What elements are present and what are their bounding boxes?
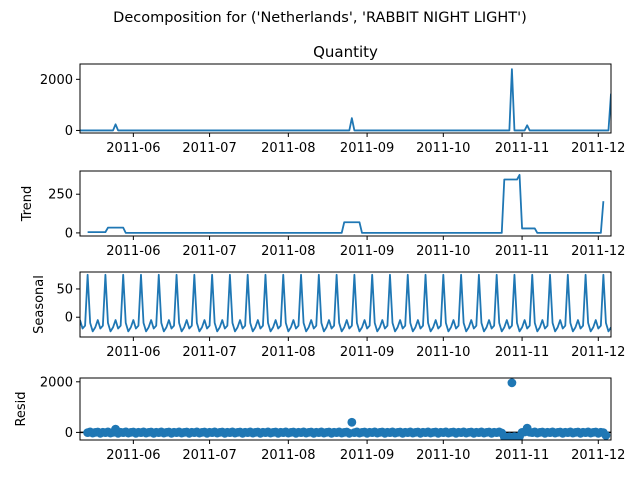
- panel-seasonal: Seasonal 0 50 2011-06 2011-07 2011-08 2011-09 2…: [32, 271, 625, 360]
- y-axis-label: Seasonal: [32, 275, 47, 334]
- x-tick-label: 2011-10: [416, 141, 470, 156]
- y-tick-label: 0: [65, 426, 73, 441]
- x-tick-label: 2011-12: [571, 448, 625, 463]
- x-tick-label: 2011-12: [571, 141, 625, 156]
- axes-frame: [79, 271, 612, 338]
- series-group: [87, 173, 605, 234]
- panel-trend: Trend 0 250 2011-06 2011-07 2011-08 2011-09 201…: [20, 170, 625, 259]
- x-tick-label: 2011-07: [182, 244, 236, 259]
- panel-title: Quantity: [313, 43, 378, 61]
- x-tick-label: 2011-06: [106, 244, 160, 259]
- series-group: [80, 68, 611, 132]
- x-tick-label: 2011-09: [340, 244, 394, 259]
- x-tick-label: 2011-11: [495, 345, 549, 360]
- y-tick-label: 2000: [40, 73, 73, 88]
- x-tick-label: 2011-12: [571, 244, 625, 259]
- y-tick-label: 0: [65, 226, 73, 241]
- y-tick-label: 250: [48, 188, 73, 203]
- x-tick-label: 2011-06: [106, 448, 160, 463]
- y-axis-label: Resid: [14, 391, 29, 426]
- resid-point: [507, 378, 517, 388]
- series-line: [80, 68, 611, 132]
- resid-point: [515, 432, 524, 440]
- resid-point: [601, 431, 611, 440]
- x-tick-label: 2011-09: [340, 448, 394, 463]
- figure-suptitle: Decomposition for ('Netherlands', 'RABBI…: [113, 10, 527, 26]
- resid-point: [522, 423, 532, 433]
- axes-frame: [79, 377, 612, 441]
- series-line: [87, 173, 605, 234]
- x-tick-label: 2011-12: [571, 345, 625, 360]
- y-axis-label: Trend: [20, 186, 35, 223]
- x-tick-label: 2011-08: [261, 345, 315, 360]
- panels: Quantity 0 2000 2011-06 2011-07 2011-08 2011-0…: [14, 43, 625, 463]
- x-tick-label: 2011-10: [416, 244, 470, 259]
- resid-point: [111, 424, 120, 434]
- resid-point: [347, 417, 357, 427]
- x-tick-label: 2011-11: [495, 141, 549, 156]
- x-tick-label: 2011-08: [261, 141, 315, 156]
- x-tick-label: 2011-11: [495, 244, 549, 259]
- series-group: [80, 273, 611, 333]
- x-tick-label: 2011-06: [106, 141, 160, 156]
- x-tick-label: 2011-11: [495, 448, 549, 463]
- x-tick-label: 2011-08: [261, 244, 315, 259]
- y-tick-label: 0: [65, 124, 73, 139]
- x-tick-label: 2011-07: [182, 345, 236, 360]
- axes-frame: [79, 63, 612, 134]
- y-tick-label: 50: [56, 282, 73, 297]
- x-tick-label: 2011-07: [182, 141, 236, 156]
- y-tick-label: 0: [65, 311, 73, 326]
- panel-observed: Quantity 0 2000 2011-06 2011-07 2011-08 2011-0…: [40, 43, 626, 156]
- x-tick-label: 2011-06: [106, 345, 160, 360]
- series-group: [80, 378, 611, 440]
- axes-frame: [79, 170, 612, 237]
- y-tick-label: 2000: [40, 375, 73, 390]
- x-tick-label: 2011-07: [182, 448, 236, 463]
- x-tick-label: 2011-10: [416, 448, 470, 463]
- seasonal-line: [80, 273, 611, 333]
- x-tick-label: 2011-09: [340, 141, 394, 156]
- x-tick-label: 2011-09: [340, 345, 394, 360]
- x-tick-label: 2011-08: [261, 448, 315, 463]
- panel-resid: Resid 0 2000 2011-06 2011-07 2011-08 2011-09 20…: [14, 375, 625, 463]
- x-tick-label: 2011-10: [416, 345, 470, 360]
